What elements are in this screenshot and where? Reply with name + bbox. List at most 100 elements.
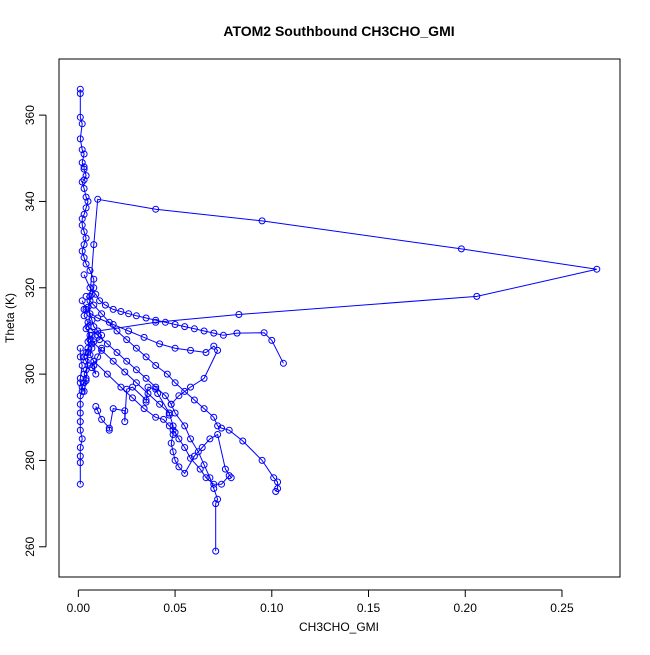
- data-point: [84, 197, 92, 205]
- data-point: [117, 308, 125, 315]
- data-point: [98, 310, 106, 318]
- y-tick-label: 360: [23, 105, 37, 125]
- data-point: [227, 474, 235, 482]
- data-point: [212, 547, 220, 555]
- data-point: [105, 424, 113, 432]
- data-point: [142, 396, 150, 404]
- data-point: [82, 377, 90, 385]
- data-point: [125, 310, 133, 318]
- data-point: [96, 297, 104, 305]
- x-tick-label: 0.10: [260, 601, 284, 615]
- data-point: [214, 346, 222, 354]
- data-point: [272, 488, 280, 495]
- data-point: [86, 310, 94, 318]
- data-point: [200, 461, 208, 469]
- data-point: [82, 305, 90, 313]
- data-point: [142, 314, 150, 322]
- data-point: [161, 392, 169, 400]
- y-tick-label: 300: [23, 364, 37, 384]
- data-point: [76, 392, 84, 400]
- data-point: [121, 418, 129, 426]
- y-axis-label: Theta (K): [3, 293, 17, 343]
- data-point: [78, 221, 86, 229]
- data-point: [233, 329, 241, 337]
- data-point: [210, 480, 218, 488]
- data-point: [109, 321, 117, 328]
- data-point: [80, 176, 88, 184]
- data-point: [76, 344, 84, 352]
- data-point: [202, 349, 210, 356]
- data-point: [78, 387, 86, 395]
- data-point: [90, 301, 98, 309]
- data-point: [103, 340, 111, 348]
- data-point: [78, 247, 86, 255]
- data-point: [161, 318, 169, 326]
- data-point: [82, 325, 90, 333]
- data-point: [268, 336, 276, 344]
- data-point: [78, 159, 86, 167]
- data-point: [200, 327, 208, 335]
- data-point: [80, 165, 88, 173]
- data-point: [181, 444, 189, 451]
- data-point: [181, 422, 189, 430]
- data-point: [152, 413, 160, 421]
- data-point: [258, 456, 266, 464]
- data-point: [103, 370, 111, 378]
- data-point: [593, 265, 601, 273]
- data-point: [187, 346, 194, 354]
- data-point: [123, 336, 131, 344]
- data-point: [218, 480, 225, 488]
- data-point: [200, 405, 208, 413]
- data-point: [190, 396, 198, 404]
- data-point: [80, 150, 88, 158]
- data-point: [156, 400, 164, 408]
- data-point: [167, 439, 175, 447]
- data-point: [94, 327, 102, 335]
- data-point: [109, 305, 117, 313]
- data-point: [86, 292, 94, 300]
- data-point: [80, 387, 88, 395]
- data-point: [187, 435, 194, 443]
- data-point: [190, 452, 198, 460]
- data-point: [169, 448, 177, 456]
- x-axis: 0.00 0.05 0.10 0.15 0.20 0.25: [67, 589, 574, 615]
- data-point: [80, 228, 88, 236]
- data-point: [167, 400, 175, 408]
- data-point: [76, 85, 84, 93]
- data-point: [214, 495, 222, 503]
- data-point: [94, 407, 102, 415]
- data-point: [76, 135, 84, 143]
- data-point: [210, 342, 218, 350]
- data-point: [86, 267, 94, 274]
- chart-title: ATOM2 Southbound CH3CHO_GMI: [223, 23, 454, 39]
- data-point: [76, 444, 84, 451]
- data-point: [181, 469, 189, 477]
- data-series: [80, 271, 287, 367]
- data-point: [165, 422, 173, 430]
- data-point: [165, 409, 173, 417]
- data-point: [78, 120, 86, 128]
- data-point: [82, 193, 90, 201]
- series-line: [93, 360, 230, 485]
- data-point: [78, 146, 86, 154]
- data-point: [105, 426, 113, 434]
- x-tick-label: 0.20: [454, 601, 478, 615]
- series-line: [83, 274, 284, 364]
- data-point: [279, 359, 287, 367]
- data-point: [200, 374, 208, 382]
- data-point: [258, 217, 266, 225]
- data-series: [82, 292, 282, 495]
- series-line: [87, 326, 219, 552]
- data-point: [80, 254, 88, 262]
- data-point: [152, 318, 160, 326]
- data-point: [132, 379, 140, 387]
- data-point: [90, 241, 98, 249]
- data-point: [219, 331, 227, 339]
- data-point: [125, 327, 133, 335]
- data-point: [80, 312, 88, 320]
- data-point: [129, 394, 136, 402]
- data-point: [78, 178, 86, 186]
- data-point: [210, 485, 218, 492]
- y-axis: 260 280 300 320 340 360: [23, 105, 47, 557]
- data-point: [142, 398, 150, 406]
